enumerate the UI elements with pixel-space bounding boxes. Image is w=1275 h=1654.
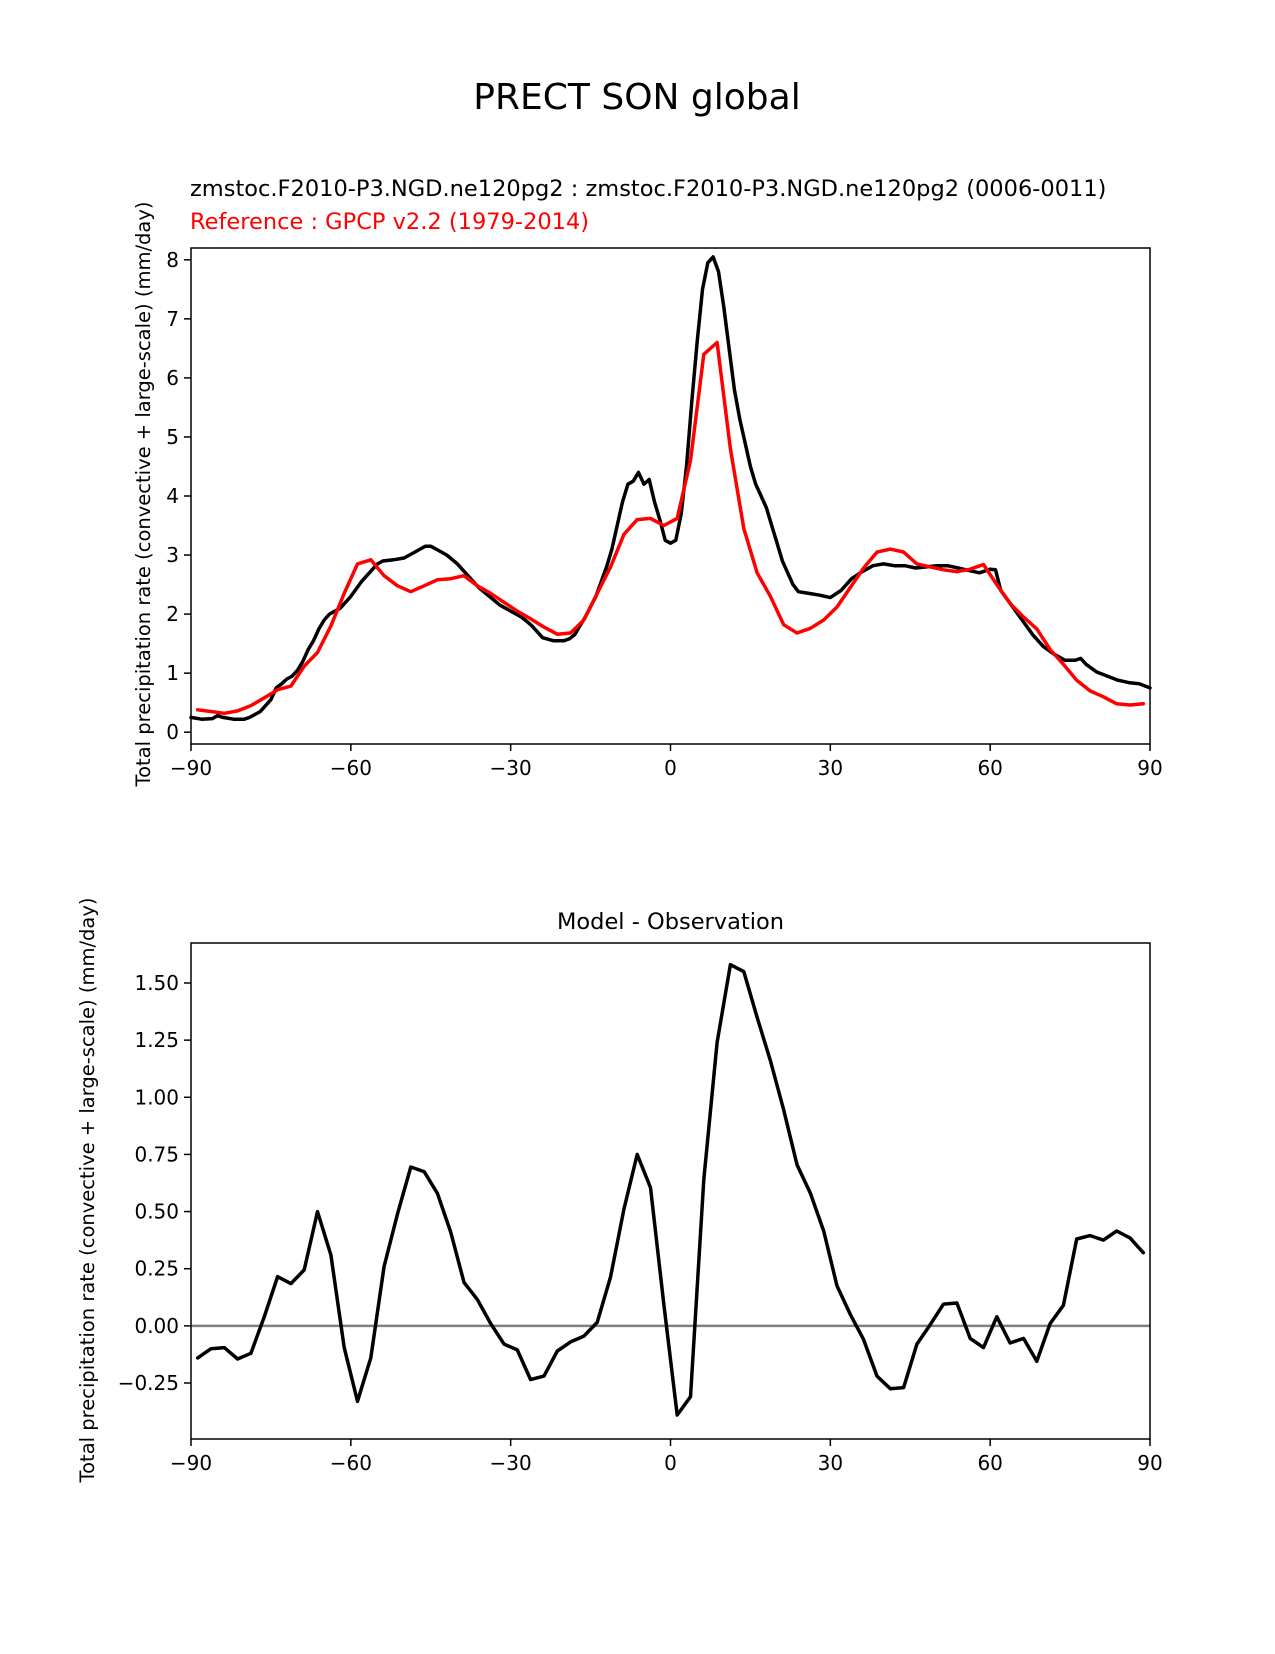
chart-top-y-tick-label: 3	[166, 543, 179, 567]
chart-bottom-x-tick-label: 90	[1137, 1451, 1162, 1475]
chart-bottom-x-tick-label: 30	[818, 1451, 843, 1475]
chart-top-y-tick-label: 7	[166, 307, 179, 331]
chart-top-y-tick-label: 0	[166, 720, 179, 744]
chart-bottom-frame	[190, 942, 1151, 1440]
chart-top-x-tick-label: 0	[664, 756, 677, 780]
chart-top-y-tick-label: 2	[166, 602, 179, 626]
chart-top-ticks-group: −90 −60 −30 0 30 60 90 0 1 2 3 4 5 6 7 8	[166, 248, 1162, 780]
chart-bottom-series-group	[195, 962, 1146, 1417]
chart-top-series-group	[189, 255, 1152, 721]
chart-bottom-y-tick-label: −0.25	[118, 1371, 179, 1395]
chart-top-subtitle-reference: Reference : GPCP v2.2 (1979-2014)	[190, 209, 589, 235]
chart-top-x-tick-label: 90	[1137, 756, 1162, 780]
chart-top-y-tick-label: 8	[166, 248, 179, 272]
chart-bottom-x-tick-label: −30	[490, 1451, 532, 1475]
chart-top-y-axis-label: Total precipitation rate (convective + l…	[132, 202, 155, 788]
chart-top-x-tick-label: −30	[490, 756, 532, 780]
chart-bottom-series-0-line	[195, 962, 1146, 1417]
chart-top: zmstoc.F2010-P3.NGD.ne120pg2 : zmstoc.F2…	[132, 176, 1163, 787]
figure-title: PRECT SON global	[473, 77, 800, 118]
chart-bottom-y-tick-label: 1.25	[134, 1028, 179, 1052]
chart-top-y-tick-label: 1	[166, 661, 179, 685]
chart-top-y-tick-label: 4	[166, 484, 179, 508]
chart-bottom-y-tick-label: 1.00	[134, 1085, 179, 1109]
chart-bottom-ticks-group: −90 −60 −30 0 30 60 90 −0.25 0.00 0.25 0.50 0.75 1.0…	[118, 971, 1163, 1475]
chart-top-y-tick-label: 6	[166, 366, 179, 390]
chart-bottom: Model - Observation Total precipitation …	[76, 898, 1163, 1484]
chart-top-frame	[190, 247, 1151, 745]
chart-bottom-x-tick-label: 60	[977, 1451, 1002, 1475]
chart-top-series-1-line	[195, 340, 1146, 716]
chart-bottom-title: Model - Observation	[557, 909, 784, 935]
chart-bottom-x-tick-label: −60	[330, 1451, 372, 1475]
chart-top-subtitle-test: zmstoc.F2010-P3.NGD.ne120pg2 : zmstoc.F2…	[190, 176, 1106, 202]
chart-top-x-tick-label: −60	[330, 756, 372, 780]
chart-bottom-x-tick-label: −90	[170, 1451, 212, 1475]
chart-bottom-x-tick-label: 0	[664, 1451, 677, 1475]
chart-bottom-y-tick-label: 0.50	[134, 1200, 179, 1224]
chart-bottom-y-axis-label: Total precipitation rate (convective + l…	[76, 898, 99, 1484]
chart-top-x-tick-label: 30	[818, 756, 843, 780]
chart-bottom-y-tick-label: 1.50	[134, 971, 179, 995]
chart-top-x-tick-label: 60	[977, 756, 1002, 780]
chart-bottom-y-tick-label: 0.75	[134, 1142, 179, 1166]
chart-bottom-y-tick-label: 0.25	[134, 1257, 179, 1281]
chart-bottom-y-tick-label: 0.00	[134, 1314, 179, 1338]
chart-top-y-tick-label: 5	[166, 425, 179, 449]
chart-top-x-tick-label: −90	[170, 756, 212, 780]
chart-top-series-0-line	[189, 255, 1152, 721]
